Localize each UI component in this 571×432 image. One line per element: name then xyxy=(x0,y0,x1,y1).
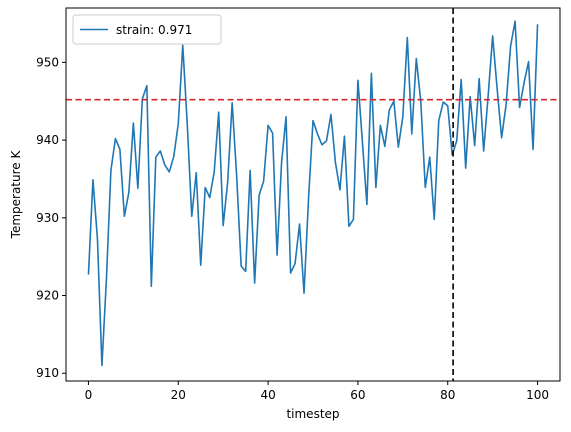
y-tick-label: 940 xyxy=(36,133,59,147)
legend-box xyxy=(72,14,222,45)
series-line xyxy=(87,20,539,367)
y-axis-label: Temperature K xyxy=(9,150,23,240)
y-tick-label: 920 xyxy=(36,289,59,303)
x-tick-label: 80 xyxy=(440,388,455,402)
plot-frame xyxy=(65,7,561,382)
x-axis-ticks: 0 20 40 60 80 100 xyxy=(85,381,549,402)
y-tick-label: 910 xyxy=(36,366,59,380)
y-tick-label: 950 xyxy=(36,55,59,69)
y-axis-ticks: 910 920 930 940 950 xyxy=(36,55,66,380)
y-tick-label: 930 xyxy=(36,211,59,225)
legend-label: strain: 0.971 xyxy=(116,23,192,37)
plot-area xyxy=(66,8,560,381)
x-tick-label: 0 xyxy=(85,388,93,402)
x-axis-label: timestep xyxy=(286,407,339,421)
x-tick-label: 100 xyxy=(526,388,549,402)
x-tick-label: 20 xyxy=(171,388,186,402)
legend: strain: 0.971 xyxy=(72,14,222,45)
x-tick-label: 60 xyxy=(350,388,365,402)
x-tick-label: 40 xyxy=(260,388,275,402)
